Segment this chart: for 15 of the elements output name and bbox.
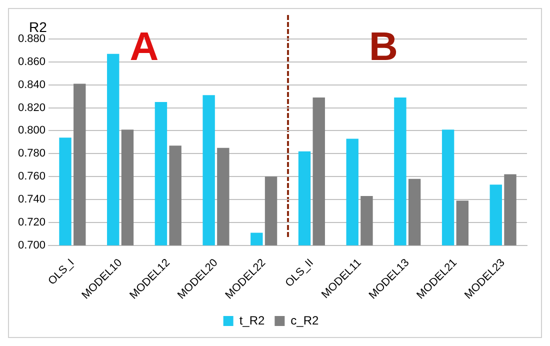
y-tick-label: 0.720 [18,216,46,228]
legend-label: c_R2 [290,313,320,328]
y-tick-label: 0.840 [18,78,46,91]
y-tick-label: 0.800 [18,124,46,137]
y-tick-label: 0.860 [18,56,46,68]
y-tick-label: 0.880 [18,33,46,46]
annotation: B [369,25,398,70]
annotation: A [130,25,159,70]
y-tick-label: 0.700 [18,239,46,252]
legend-label: t_R2 [239,313,265,328]
y-tick-label: 0.760 [18,170,46,183]
y-axis-title: R2 [29,19,47,35]
y-tick-label: 0.820 [18,102,46,114]
y-tick-label: 0.780 [18,148,46,160]
y-tick-label: 0.740 [18,194,46,206]
